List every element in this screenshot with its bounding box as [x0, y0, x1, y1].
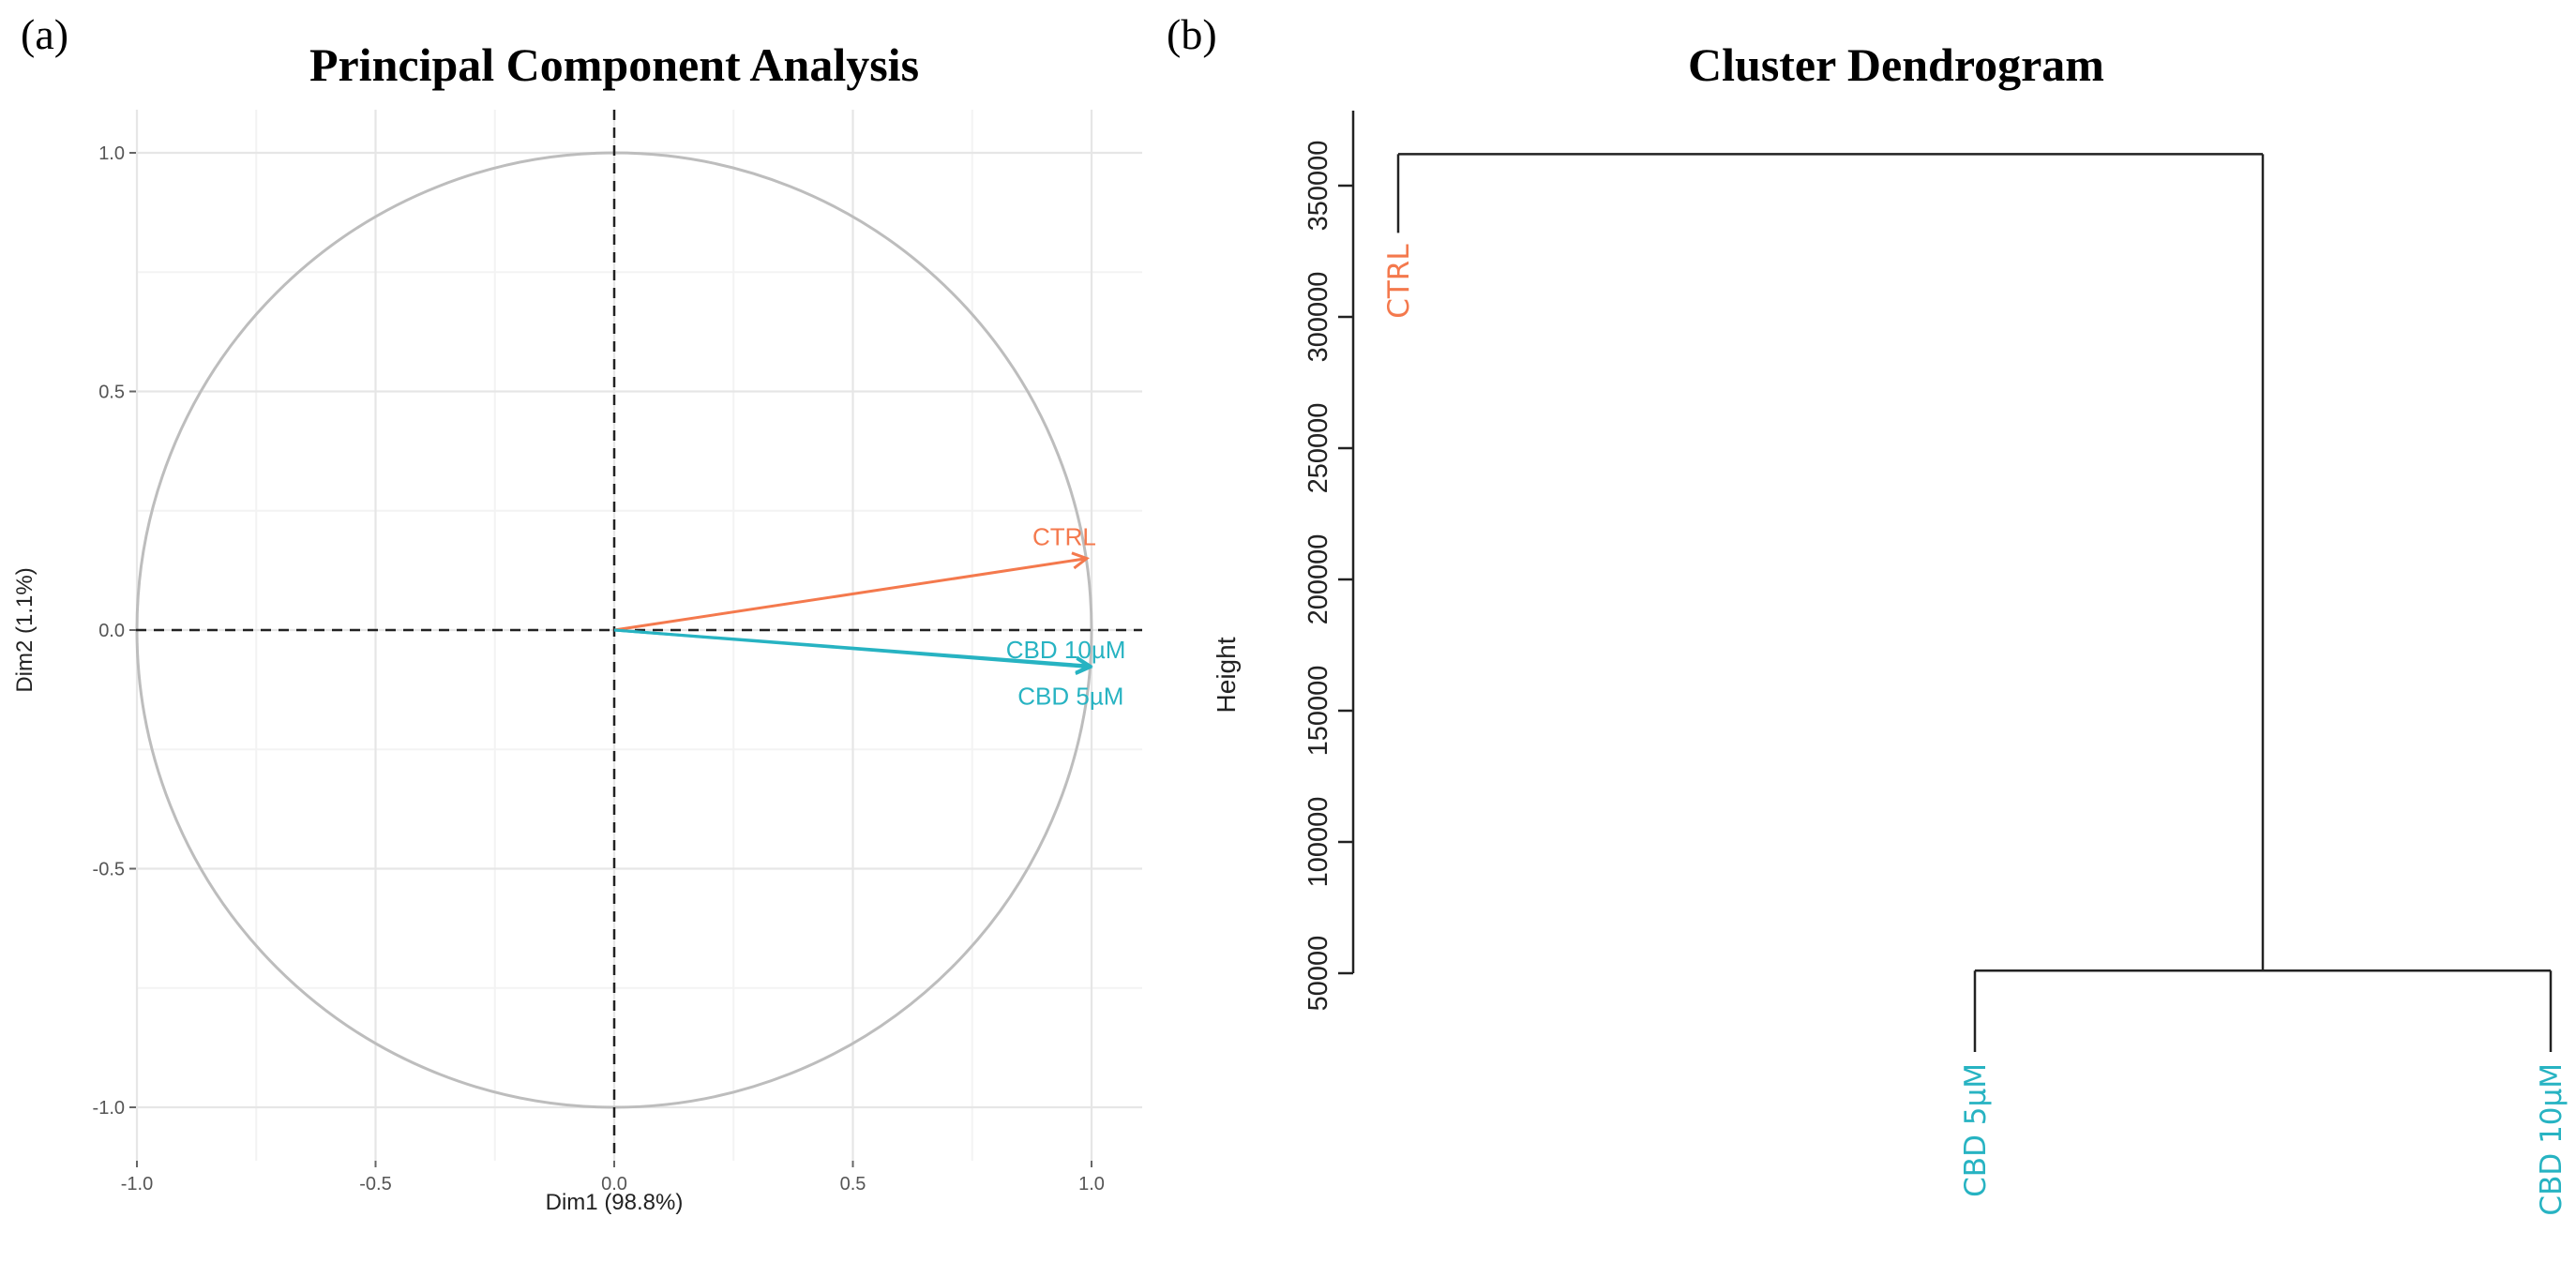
- x-tick-label: -1.0: [121, 1174, 153, 1194]
- y-tick-label: 350000: [1303, 141, 1333, 232]
- y-tick-label: 100000: [1303, 797, 1333, 888]
- y-tick-label: 200000: [1303, 534, 1333, 625]
- y-tick-label: 150000: [1303, 666, 1333, 757]
- arrowhead-ctrl: [1071, 551, 1091, 570]
- y-tick-label: 0.5: [98, 383, 125, 403]
- pca-x-ticks: -1.0 -0.5 0.0 0.5 1.0: [121, 1161, 1105, 1194]
- x-tick-label: 0.0: [601, 1174, 627, 1194]
- dendrogram-links: [1396, 153, 2553, 1052]
- vector-label-ctrl: CTRL: [1032, 523, 1096, 551]
- panel-b-letter: (b): [1167, 10, 1217, 58]
- vector-label-cbd-10-m: CBD 10µM: [1006, 636, 1126, 664]
- pca-y-label: Dim2 (1.1%): [12, 567, 38, 692]
- vector-ctrl: [613, 557, 1088, 632]
- y-tick-label: 300000: [1303, 272, 1333, 363]
- y-tick-label: -1.0: [93, 1098, 125, 1119]
- dendrogram-panel: (b) Cluster Dendrogram 50000 100000 150000…: [1167, 10, 2568, 1216]
- pca-x-label: Dim1 (98.8%): [546, 1190, 684, 1215]
- pca-y-ticks: -1.0 -0.5 0.0 0.5 1.0: [93, 143, 136, 1119]
- leaf-label-cbd-10-m: CBD 10µM: [2535, 1063, 2568, 1216]
- leaf-label-cbd-5-m: CBD 5µM: [1959, 1063, 1993, 1197]
- pca-panel: (a) Principal Component Analysis -1.0 -0.…: [12, 10, 1142, 1215]
- dendrogram-title: Cluster Dendrogram: [1688, 38, 2104, 91]
- vector-label-cbd-5-m: CBD 5µM: [1017, 683, 1123, 711]
- pca-title: Principal Component Analysis: [309, 38, 919, 91]
- dendrogram-y-label: Height: [1212, 637, 1241, 713]
- arrowhead-cbd-5-m: [1075, 657, 1093, 676]
- pca-vectors: CTRL CBD 10µM CBD 5µM: [613, 523, 1126, 711]
- x-tick-label: 1.0: [1078, 1174, 1105, 1194]
- y-tick-label: 0.0: [98, 621, 125, 641]
- x-tick-label: -0.5: [359, 1174, 391, 1194]
- leaf-label-ctrl: CTRL: [1382, 244, 1416, 319]
- y-tick-label: -0.5: [93, 860, 125, 880]
- vector-cbd-5-m: [613, 628, 1091, 669]
- y-tick-label: 50000: [1303, 936, 1333, 1012]
- dendrogram-leaves: CTRL CBD 5µM CBD 10µM: [1382, 244, 2568, 1216]
- y-tick-label: 1.0: [98, 143, 125, 164]
- panel-a-letter: (a): [21, 10, 68, 58]
- x-tick-label: 0.5: [840, 1174, 866, 1194]
- y-tick-label: 250000: [1303, 403, 1333, 494]
- dendrogram-y-ticks: 50000 100000 150000 200000 250000 300000 35000…: [1303, 141, 1353, 1012]
- pca-grid: [135, 110, 1142, 1161]
